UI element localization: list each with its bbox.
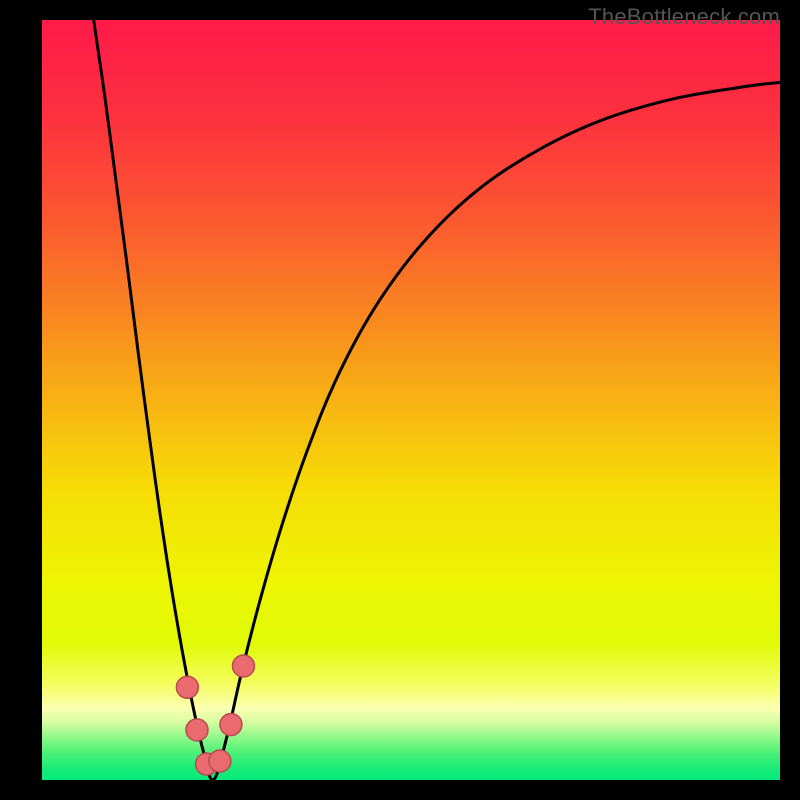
curve-marker	[220, 714, 242, 736]
chart-root: TheBottleneck.com	[0, 0, 800, 800]
curve-marker	[176, 676, 198, 698]
curve-marker	[186, 719, 208, 741]
watermark-text: TheBottleneck.com	[588, 4, 780, 30]
bottleneck-curve	[94, 20, 780, 780]
curve-marker	[209, 750, 231, 772]
chart-svg	[0, 0, 800, 800]
curve-marker	[232, 655, 254, 677]
plot-group	[94, 20, 780, 780]
